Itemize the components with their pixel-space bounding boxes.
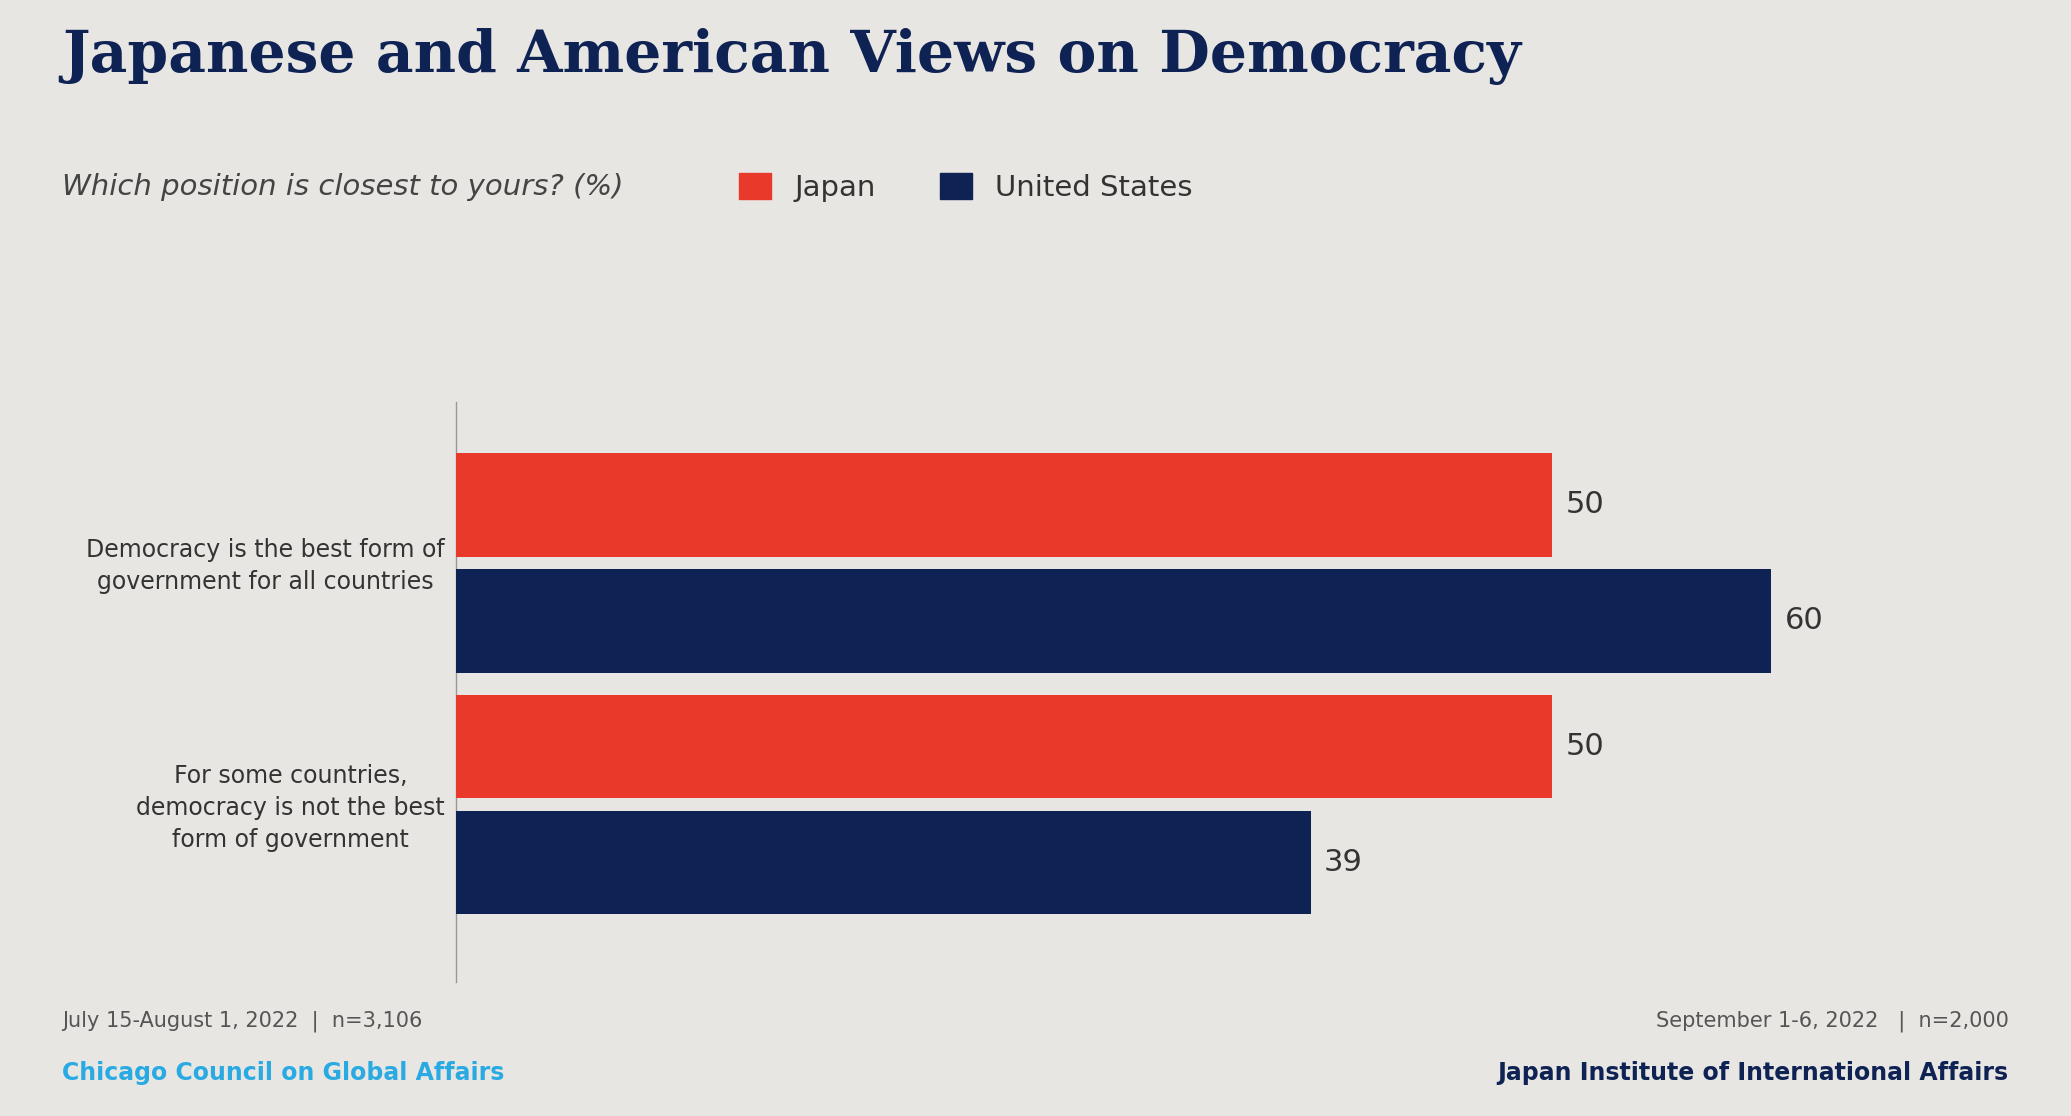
Text: Which position is closest to yours? (%): Which position is closest to yours? (%): [62, 173, 623, 201]
Bar: [456, 695, 1551, 798]
Text: Chicago Council on Global Affairs: Chicago Council on Global Affairs: [62, 1060, 505, 1085]
Text: For some countries,
democracy is not the best
form of government: For some countries, democracy is not the…: [137, 764, 445, 852]
Text: Japanese and American Views on Democracy: Japanese and American Views on Democracy: [62, 28, 1520, 85]
Bar: [456, 811, 1311, 914]
Text: 50: 50: [1566, 732, 1603, 761]
Text: September 1-6, 2022   |  n=2,000: September 1-6, 2022 | n=2,000: [1657, 1011, 2009, 1032]
Legend: Japan, United States: Japan, United States: [739, 173, 1193, 202]
Bar: [456, 569, 1771, 673]
Text: July 15-August 1, 2022  |  n=3,106: July 15-August 1, 2022 | n=3,106: [62, 1011, 422, 1032]
Text: Japan Institute of International Affairs: Japan Institute of International Affairs: [1497, 1060, 2009, 1085]
Bar: [456, 453, 1551, 557]
Text: 60: 60: [1785, 606, 1822, 635]
Text: 50: 50: [1566, 490, 1603, 519]
Text: Democracy is the best form of
government for all countries: Democracy is the best form of government…: [85, 538, 445, 594]
Text: 39: 39: [1323, 848, 1363, 877]
